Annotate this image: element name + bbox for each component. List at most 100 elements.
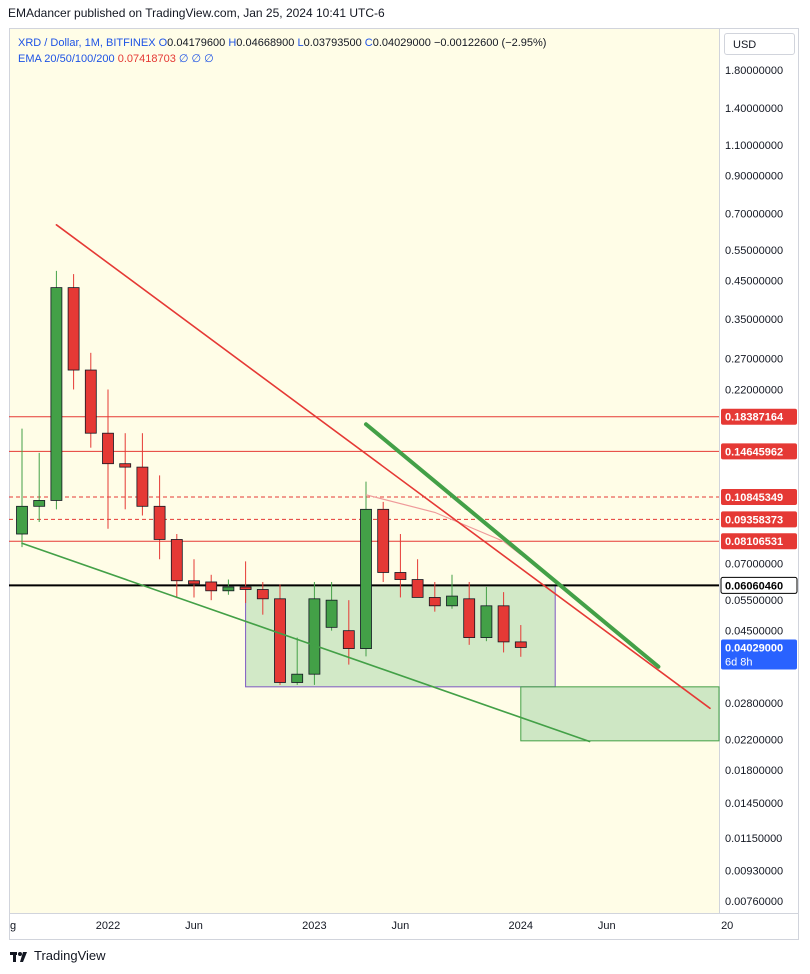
- candle-body-2022-10: [256, 589, 269, 600]
- y-tick-label: 0.02800000: [725, 698, 783, 710]
- price-label-value: 0.06060460: [725, 580, 783, 592]
- price-label-box: [721, 533, 797, 550]
- x-tick-label: 20: [721, 920, 733, 932]
- candle-body-2022-06: [188, 580, 200, 585]
- candle-body-2022-04: [153, 505, 166, 540]
- y-tick-label: 0.27000000: [725, 353, 783, 365]
- y-tick-label: 0.90000000: [725, 170, 783, 182]
- legend-high-label: H: [228, 37, 237, 49]
- y-tick-label: 1.10000000: [725, 140, 783, 152]
- y-tick-label: 0.01450000: [725, 798, 783, 810]
- x-tick-label: Jun: [598, 920, 616, 932]
- target-box: [520, 686, 720, 742]
- y-tick-label: 0.00760000: [725, 896, 783, 908]
- candle-body-2023-02: [325, 599, 338, 628]
- y-tick-label: 0.07000000: [725, 559, 783, 571]
- candle-body-2022-03: [136, 466, 149, 507]
- legend-open-value: 0.04179600: [167, 37, 226, 49]
- legend-low-label: L: [297, 37, 304, 49]
- legend-symbol[interactable]: XRD / Dollar, 1M, BITFINEX: [18, 37, 156, 49]
- price-label-box: [721, 408, 797, 425]
- x-tick-label: 2023: [302, 920, 326, 932]
- legend-ema-value: 0.07418703: [117, 53, 176, 65]
- candle-body-2023-12: [497, 605, 510, 643]
- x-tick-label: 2024: [509, 920, 533, 932]
- y-tick-label: 0.05500000: [725, 595, 783, 607]
- candle-body-2022-09: [239, 586, 252, 590]
- legend-close-value: 0.04029000: [372, 37, 431, 49]
- candle-body-2023-04: [360, 508, 372, 649]
- candle-body-2024-01: [514, 641, 527, 648]
- x-tick-label: 2022: [96, 920, 120, 932]
- y-tick-label: 0.01800000: [725, 765, 783, 777]
- y-tick-label: 0.45000000: [725, 276, 783, 288]
- price-label-value: 0.08106531: [725, 536, 783, 548]
- price-label-box: [721, 488, 797, 505]
- candle-body-2022-02: [119, 463, 132, 468]
- candle-body-2021-12: [84, 369, 97, 434]
- price-label-value: 0.10845349: [725, 492, 783, 504]
- price-label-box: [720, 576, 798, 594]
- candle-body-2022-11: [274, 598, 286, 683]
- y-tick-label: 0.04500000: [725, 626, 783, 638]
- price-label-value: 0.04029000: [725, 642, 783, 654]
- legend-ema-title[interactable]: EMA 20/50/100/200: [18, 53, 115, 65]
- candle-body-2023-08: [428, 597, 441, 607]
- price-axis-background: [719, 28, 799, 913]
- candle-body-2022-01: [102, 432, 114, 465]
- candle-body-2023-10: [463, 598, 476, 638]
- price-label-box: [721, 443, 797, 460]
- time-axis-background: [9, 913, 799, 940]
- price-label-value: 0.14645962: [725, 446, 783, 458]
- candle-body-2022-07: [205, 581, 218, 592]
- candle-body-2021-11: [67, 287, 80, 371]
- footer-brand-text: TradingView: [34, 948, 106, 963]
- y-tick-label: 0.22000000: [725, 384, 783, 396]
- chart-legend: XRD / Dollar, 1M, BITFINEX O0.04179600 H…: [18, 35, 546, 67]
- y-tick-label: 1.80000000: [725, 65, 783, 77]
- chart-border: [9, 28, 799, 940]
- candle-body-2022-08: [222, 586, 235, 592]
- legend-high-value: 0.04668900: [236, 37, 295, 49]
- y-tick-label: 1.40000000: [725, 103, 783, 115]
- candle-body-2023-07: [411, 579, 424, 598]
- legend-close-label: C: [364, 37, 373, 49]
- legend-ema-empty-values: ∅ ∅ ∅: [178, 53, 214, 65]
- candle-body-2022-12b: [308, 598, 321, 675]
- y-tick-label: 0.02200000: [725, 734, 783, 746]
- candle-body-2023-09: [446, 595, 458, 607]
- candle-body-2021-10: [50, 287, 63, 501]
- price-label-value: 0.09358373: [725, 514, 783, 526]
- candle-body-2023-05: [377, 508, 390, 573]
- chart-area[interactable]: 1.80000000 1.40000000 1.10000000 0.90000000…: [9, 28, 799, 940]
- x-tick-label: Jun: [392, 920, 410, 932]
- candle-body-2021-09: [33, 500, 46, 507]
- red-trendline: [55, 224, 711, 710]
- candle-body-2023-03: [342, 630, 355, 649]
- thick-green-trendline: [364, 422, 661, 669]
- price-label-box: [721, 511, 797, 528]
- price-label-box: [721, 639, 797, 670]
- currency-button[interactable]: USD: [724, 33, 795, 55]
- candle-body-2021-08: [16, 505, 28, 535]
- legend-open-label: O: [158, 37, 168, 49]
- x-tick-label: Jun: [185, 920, 203, 932]
- tradingview-logo-icon: [10, 951, 27, 962]
- price-chart[interactable]: 1.80000000 1.40000000 1.10000000 0.90000000…: [9, 28, 799, 940]
- candle-body-2023-06: [394, 572, 407, 580]
- candle-body-2022-12: [291, 673, 304, 683]
- legend-ohlc-row: XRD / Dollar, 1M, BITFINEX O0.04179600 H…: [18, 35, 546, 51]
- footer-brand[interactable]: TradingView: [10, 948, 106, 963]
- y-tick-label: 0.35000000: [725, 314, 783, 326]
- plot-background: [9, 28, 719, 913]
- publisher-line: EMAdancer published on TradingView.com, …: [8, 6, 385, 20]
- y-tick-label: 0.70000000: [725, 209, 783, 221]
- green-support-line: [21, 542, 591, 743]
- legend-change: −0.00122600 (−2.95%): [433, 37, 547, 49]
- x-tick-label: g: [10, 920, 16, 932]
- legend-ema-row: EMA 20/50/100/200 0.07418703 ∅ ∅ ∅: [18, 51, 546, 67]
- y-tick-label: 0.55000000: [725, 245, 783, 257]
- price-label-value: 0.18387164: [725, 412, 784, 424]
- y-tick-label: 0.01150000: [725, 833, 782, 845]
- legend-low-value: 0.03793500: [303, 37, 362, 49]
